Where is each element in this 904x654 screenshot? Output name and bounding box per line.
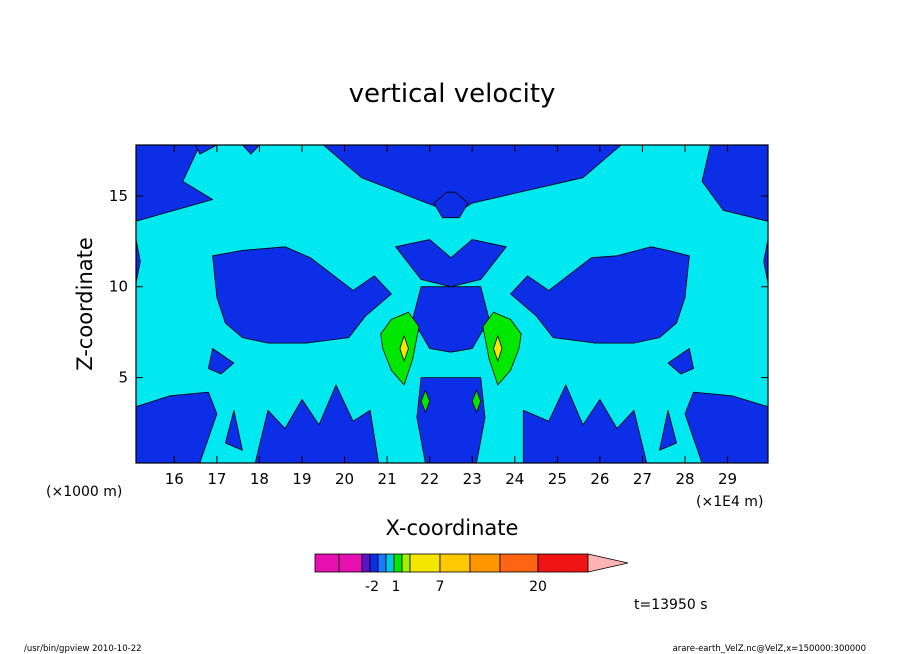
x-axis-label: X-coordinate xyxy=(386,516,519,540)
contour-region-negative-6 xyxy=(212,246,392,344)
x-tick-label: 16 xyxy=(165,470,184,488)
x-tick-label: 23 xyxy=(463,470,482,488)
contour-region-strong-positive-25 xyxy=(399,335,409,362)
x-tick-label: 18 xyxy=(250,470,269,488)
x-tick-label: 28 xyxy=(675,470,694,488)
x-tick-label: 19 xyxy=(292,470,311,488)
contour-region-negative-14 xyxy=(684,391,768,463)
colorbar-swatch xyxy=(385,553,395,573)
colorbar-tick-label: 1 xyxy=(392,579,401,595)
contour-region-negative-2 xyxy=(241,145,260,155)
y-tick-label: 15 xyxy=(109,187,128,205)
time-label: t=13950 s xyxy=(634,597,708,613)
contour-region-negative-20 xyxy=(667,348,694,375)
contour-region-positive-24 xyxy=(471,389,482,413)
contour-region-positive-23 xyxy=(420,389,431,413)
contour-region-negative-12 xyxy=(416,377,486,463)
contour-region-negative-11 xyxy=(433,191,469,219)
colorbar-swatch xyxy=(338,553,363,573)
contour-region-negative-7 xyxy=(763,239,768,284)
contour-region-negative-0 xyxy=(136,145,214,222)
x-tick-label: 26 xyxy=(590,470,609,488)
colorbar-swatch xyxy=(499,553,539,573)
x-tick-label: 20 xyxy=(335,470,354,488)
colorbar: -2 1 7 20 xyxy=(314,553,629,595)
x-tick-label: 21 xyxy=(378,470,397,488)
x-axis-ticks: 16 17 18 19 20 21 22 23 24 25 26 27 28 29 xyxy=(165,145,737,488)
colorbar-swatch xyxy=(369,553,379,573)
contour-region-strong-positive-26 xyxy=(493,335,503,362)
colorbar-swatch xyxy=(409,553,441,573)
contour-region-negative-16 xyxy=(522,384,648,463)
contour-region-negative-18 xyxy=(659,409,677,451)
contour-region-negative-1 xyxy=(195,145,218,155)
colorbar-swatch xyxy=(439,553,471,573)
colorbar-swatch xyxy=(469,553,501,573)
colorbar-swatch xyxy=(314,553,340,573)
footer-left: /usr/bin/gpview 2010-10-22 xyxy=(24,644,142,654)
contour-region-negative-4 xyxy=(701,145,768,222)
plot-frame xyxy=(135,144,769,464)
contour-region-negative-19 xyxy=(207,348,235,375)
contour-regions xyxy=(136,145,768,463)
y-axis-ticks: 5 10 15 xyxy=(109,187,768,387)
x-tick-label: 17 xyxy=(207,470,226,488)
contour-region-negative-5 xyxy=(136,239,141,284)
colorbar-swatch xyxy=(377,553,387,573)
contour-region-negative-13 xyxy=(136,391,218,463)
contour-region-negative-3 xyxy=(322,145,622,215)
x-tick-label: 25 xyxy=(548,470,567,488)
y-tick-label: 10 xyxy=(109,278,128,296)
x-tick-label: 24 xyxy=(505,470,524,488)
colorbar-tick-label: -2 xyxy=(365,579,379,595)
colorbar-extension xyxy=(587,553,629,573)
y-axis-label: Z-coordinate xyxy=(73,237,97,371)
colorbar-tick-label: 7 xyxy=(436,579,445,595)
colorbar-swatch xyxy=(537,553,589,573)
colorbar-swatch xyxy=(361,553,371,573)
chart-title: vertical velocity xyxy=(349,79,556,109)
colorbar-swatch xyxy=(401,553,411,573)
footer-right: arare-earth_VelZ.nc@VelZ,x=150000:300000 xyxy=(673,644,866,654)
contour-region-negative-8 xyxy=(510,246,690,344)
x-tick-label: 27 xyxy=(633,470,652,488)
y-tick-label: 5 xyxy=(118,369,128,387)
colorbar-swatch xyxy=(393,553,403,573)
contour-region-negative-17 xyxy=(224,409,243,451)
colorbar-tick-label: 20 xyxy=(529,579,547,595)
x-unit-right: (×1E4 m) xyxy=(696,494,763,510)
x-unit-left: (×1000 m) xyxy=(46,484,122,500)
x-tick-label: 29 xyxy=(718,470,737,488)
x-tick-label: 22 xyxy=(420,470,439,488)
contour-region-negative-15 xyxy=(254,384,380,463)
contour-region-negative-9 xyxy=(395,239,507,288)
